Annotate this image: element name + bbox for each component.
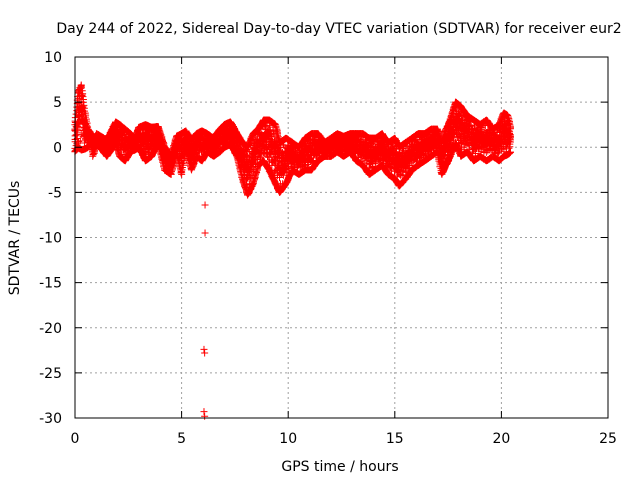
data-point [167, 169, 175, 177]
data-points [71, 81, 514, 420]
data-point [91, 145, 99, 153]
data-point [167, 167, 175, 175]
data-point [89, 152, 97, 160]
chart-title: Day 244 of 2022, Sidereal Day-to-day VTE… [56, 21, 621, 37]
data-point [77, 84, 85, 92]
data-point [89, 151, 97, 159]
data-point [169, 161, 177, 169]
data-point [76, 137, 84, 145]
